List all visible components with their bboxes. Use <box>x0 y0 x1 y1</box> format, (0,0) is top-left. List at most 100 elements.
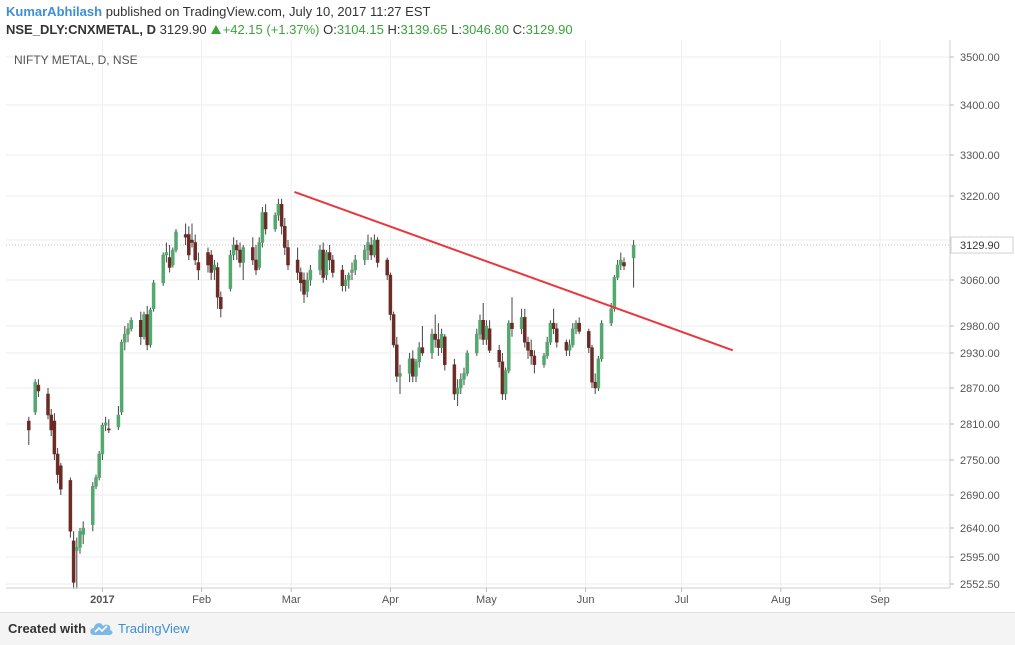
candle-body <box>369 244 373 256</box>
candle-body <box>372 239 377 256</box>
candle-body <box>507 322 511 371</box>
candle-body <box>433 333 437 340</box>
candle <box>484 320 489 345</box>
x-tick-label: Jun <box>577 594 595 606</box>
candles-layer <box>27 198 636 589</box>
candle-body <box>36 384 41 392</box>
candle <box>436 323 441 356</box>
last-price-tag-label: 3129.90 <box>960 240 1000 252</box>
tradingview-cloud-icon[interactable] <box>88 619 114 642</box>
candle-body <box>71 540 76 583</box>
candle <box>571 323 575 348</box>
candle-body <box>343 279 348 286</box>
candle <box>500 353 505 400</box>
candle-body <box>174 231 178 251</box>
candle <box>519 308 524 335</box>
candle-body <box>279 204 284 227</box>
candle-body <box>219 297 223 309</box>
candle-body <box>126 328 130 335</box>
close-label: C: <box>512 22 526 37</box>
candle <box>599 320 604 362</box>
candle <box>350 262 354 280</box>
y-tick-label: 2595.00 <box>960 552 1000 564</box>
y-tick-label: 3400.00 <box>960 100 1000 112</box>
candle-body <box>551 322 556 329</box>
y-tick-label: 2640.00 <box>960 523 1000 535</box>
open-label: O: <box>323 22 337 37</box>
candle <box>452 358 457 400</box>
candle <box>503 367 508 400</box>
candle <box>78 528 82 554</box>
candle-body <box>142 314 146 338</box>
candle <box>145 305 149 351</box>
candle-body <box>366 242 370 251</box>
candle-body <box>411 358 415 377</box>
candle <box>164 242 169 263</box>
candle <box>283 218 287 255</box>
candle <box>238 242 242 268</box>
candle <box>622 257 626 270</box>
candle-body <box>590 347 594 383</box>
candle-body <box>363 249 367 261</box>
candle-body <box>123 333 127 343</box>
symbol-label: NSE_DLY:CNXMETAL, D <box>6 22 156 37</box>
chart-title: NIFTY METAL, D, NSE <box>14 53 138 67</box>
candle-body <box>532 355 537 365</box>
candle-body <box>190 239 194 243</box>
candle <box>391 311 396 348</box>
trendline-layer[interactable] <box>294 190 734 352</box>
candle-body <box>145 314 149 346</box>
candle <box>209 250 213 280</box>
candle-body <box>254 259 258 271</box>
candle <box>52 413 57 460</box>
candlestick-chart[interactable]: 2552.50 2595.00 2640.00 2690.00 2750.00 2810.… <box>0 40 1015 610</box>
candle <box>372 234 377 258</box>
candle <box>167 245 172 273</box>
candle <box>596 355 601 391</box>
candle <box>366 234 370 260</box>
x-tick-label: Mar <box>282 594 301 606</box>
price-axis[interactable]: 2552.50 2595.00 2640.00 2690.00 2750.00 2810.… <box>949 40 1014 591</box>
candle-body <box>148 309 153 346</box>
candle <box>548 320 553 345</box>
candle-body <box>260 212 265 243</box>
candle-body <box>542 355 546 365</box>
candle <box>295 247 300 280</box>
candle-body <box>398 373 402 377</box>
candle <box>103 416 108 432</box>
candle <box>46 388 50 420</box>
close-value: 3129.90 <box>525 22 573 37</box>
candle <box>481 303 485 345</box>
candle <box>567 339 572 356</box>
resistance-trendline[interactable] <box>294 190 734 352</box>
candle <box>327 245 332 270</box>
candle-body <box>420 347 425 354</box>
candle <box>395 336 399 383</box>
candle-body <box>33 381 37 413</box>
candle-body <box>519 317 524 329</box>
candle <box>260 207 265 248</box>
chart-area[interactable]: 2552.50 2595.00 2640.00 2690.00 2750.00 2810.… <box>0 40 1015 610</box>
candle-body <box>235 244 239 251</box>
tradingview-link[interactable]: TradingView <box>118 621 190 636</box>
candle-body <box>183 234 188 238</box>
candle <box>171 247 175 268</box>
candle-body <box>388 274 393 315</box>
candle-body <box>302 279 306 295</box>
high-label: H: <box>387 22 401 37</box>
candle-body <box>439 333 444 348</box>
candle-body <box>55 453 60 475</box>
candle-body <box>375 239 380 263</box>
candle-body <box>596 358 601 389</box>
time-axis[interactable]: 2017 Feb Mar Apr May Jun Jul Aug Sep <box>6 587 950 606</box>
candle-body <box>206 252 210 266</box>
candle <box>363 245 367 265</box>
candle-body <box>587 331 591 348</box>
y-tick-label: 2750.00 <box>960 455 1000 467</box>
candle-body <box>212 264 217 271</box>
candle <box>526 336 530 359</box>
author-link[interactable]: KumarAbhilash <box>6 4 103 19</box>
y-tick-label: 3500.00 <box>960 52 1000 64</box>
candle <box>459 373 463 394</box>
candle <box>273 212 277 232</box>
